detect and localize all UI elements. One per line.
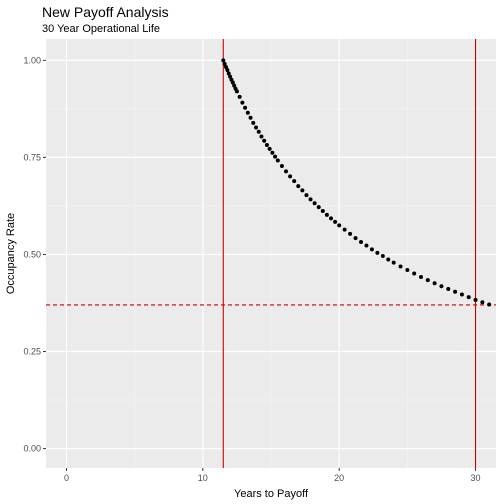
data-point [459,292,464,297]
data-point [480,300,485,305]
data-point [353,236,358,241]
data-point [248,115,253,120]
data-point [425,278,430,283]
y-tick-label: 1.00 [23,55,41,65]
data-point [296,184,301,189]
y-tick-label: 0.50 [23,249,41,259]
data-point [324,212,329,217]
data-point [386,257,391,262]
data-point [264,142,269,147]
data-point [262,138,267,143]
data-point [228,74,233,79]
x-tick-label: 30 [471,473,481,483]
data-point [320,208,325,213]
data-point [380,254,385,259]
data-point [446,287,451,292]
data-point [308,197,313,202]
x-tick-label: 20 [334,473,344,483]
data-point [256,129,261,134]
x-tick-label: 10 [198,473,208,483]
data-point [270,150,275,155]
data-point [279,163,284,168]
data-point [473,297,478,302]
data-point [234,89,239,94]
data-point [364,243,369,248]
data-point [329,216,333,221]
data-point [432,281,437,286]
data-point [342,227,347,232]
data-point [224,64,228,69]
y-axis-title: Occupancy Rate [5,213,17,294]
data-point [267,146,272,151]
data-point [259,134,264,139]
data-point [300,188,305,193]
x-axis: 0 10 20 30 [64,468,481,483]
data-point [439,284,444,289]
data-point [412,271,417,276]
data-point [226,71,231,76]
data-point [237,94,242,99]
data-point [245,110,250,115]
x-axis-title: Years to Payoff [234,488,309,500]
data-point [375,250,380,255]
data-point [316,205,321,210]
x-tick-label: 0 [64,473,69,483]
data-point [273,154,278,159]
reference-lines [46,39,496,468]
data-point [254,125,258,130]
data-point [398,264,403,269]
data-point [251,120,256,125]
y-tick-label: 0.25 [23,347,41,357]
data-point [348,231,353,236]
grid-minor [46,39,496,468]
chart-title: New Payoff Analysis [42,4,169,20]
data-point [240,100,245,105]
data-point [466,295,471,300]
data-points [221,58,492,307]
data-point [232,83,237,88]
y-tick-label: 0.75 [23,152,41,162]
data-point [243,105,248,110]
chart-subtitle: 30 Year Operational Life [42,23,161,35]
data-point [292,179,297,184]
data-point [453,289,458,294]
data-point [222,61,227,66]
data-point [230,80,235,85]
data-point [288,174,293,179]
data-point [333,219,338,224]
data-point [391,260,396,265]
data-point [221,58,226,63]
data-point [337,223,342,228]
y-axis: 0.00 0.25 0.50 0.75 1.00 [23,55,46,454]
data-point [225,68,230,73]
data-point [312,201,317,206]
y-tick-label: 0.00 [23,444,41,454]
data-point [304,193,309,198]
data-point [275,158,280,163]
data-point [284,169,288,174]
data-point [405,268,410,272]
data-point [419,274,423,279]
data-point [487,302,492,307]
data-point [359,240,363,245]
data-point [369,247,374,252]
